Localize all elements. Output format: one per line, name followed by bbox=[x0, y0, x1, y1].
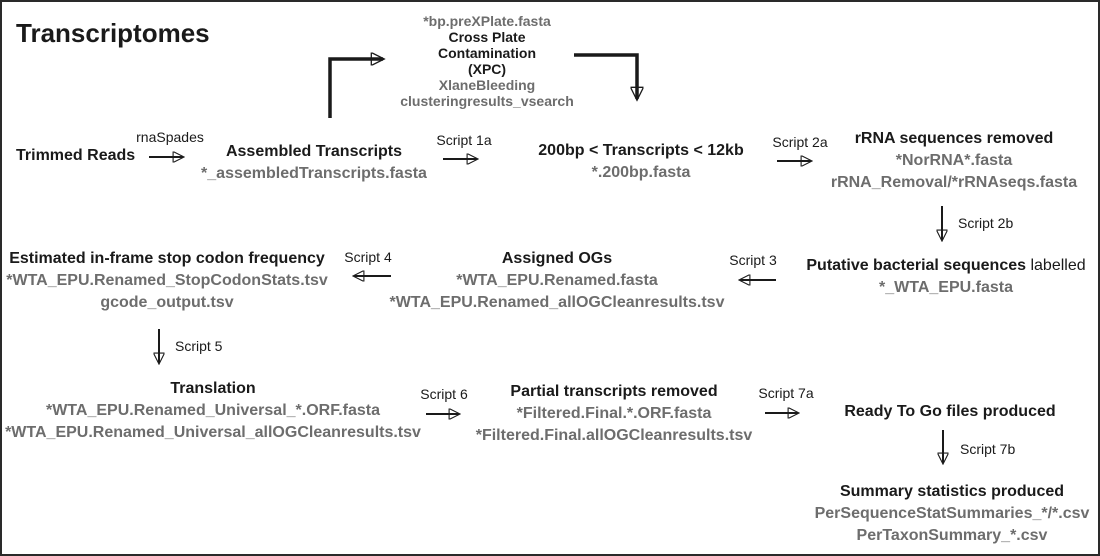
node-title: Estimated in-frame stop codon frequency bbox=[9, 250, 325, 267]
node-title: Cross Plate bbox=[448, 29, 526, 45]
node-title: rRNA sequences removed bbox=[854, 130, 1054, 147]
arrow-xpc-to-size-filter bbox=[574, 53, 637, 99]
file-name: XlaneBleeding bbox=[438, 77, 536, 93]
edge-label-script-3: Script 3 bbox=[729, 252, 777, 268]
node-assembled-transcripts: Assembled Transcripts *_assembledTranscr… bbox=[201, 141, 427, 185]
node-title: Putative bacterial sequences labelled bbox=[806, 257, 1086, 274]
file-name: *Filtered.Final.*.ORF.fasta bbox=[516, 405, 712, 422]
node-ready-to-go: Ready To Go files produced bbox=[844, 401, 1055, 423]
file-name: rRNA_Removal/*rRNAseqs.fasta bbox=[830, 174, 1078, 191]
node-title: Assembled Transcripts bbox=[225, 143, 403, 160]
edge-label-script-7a: Script 7a bbox=[758, 385, 814, 401]
file-name: clusteringresults_vsearch bbox=[400, 93, 574, 109]
edge-label-script-6: Script 6 bbox=[420, 386, 468, 402]
file-name: *WTA_EPU.Renamed_StopCodonStats.tsv bbox=[6, 272, 328, 289]
node-summary-statistics: Summary statistics produced PerSequenceS… bbox=[815, 481, 1090, 547]
file-name: PerSequenceStatSummaries_*/*.csv bbox=[814, 505, 1090, 522]
file-name: PerTaxonSummary_*.csv bbox=[856, 527, 1048, 544]
file-name: *WTA_EPU.Renamed_Universal_allOGCleanres… bbox=[5, 424, 421, 441]
node-size-filtered: 200bp < Transcripts < 12kb *.200bp.fasta bbox=[538, 140, 743, 184]
edge-label-script-2a: Script 2a bbox=[772, 134, 828, 150]
file-name: *_assembledTranscripts.fasta bbox=[201, 165, 427, 182]
file-name: gcode_output.tsv bbox=[100, 294, 234, 311]
node-title: Ready To Go files produced bbox=[844, 403, 1056, 420]
edge-label-script-1a: Script 1a bbox=[436, 132, 492, 148]
node-bacterial-labelled: Putative bacterial sequences labelled *_… bbox=[806, 255, 1085, 299]
edge-label-script-2b: Script 2b bbox=[958, 215, 1014, 231]
edge-label-script-5: Script 5 bbox=[175, 338, 223, 354]
node-title: (XPC) bbox=[467, 61, 507, 77]
file-name: *.200bp.fasta bbox=[591, 164, 691, 181]
node-title: Contamination bbox=[438, 45, 536, 61]
file-name: *bp.preXPlate.fasta bbox=[423, 13, 551, 29]
file-name: *NorRNA*.fasta bbox=[895, 152, 1013, 169]
edge-label-script-7b: Script 7b bbox=[960, 441, 1016, 457]
node-title: Assigned OGs bbox=[501, 250, 613, 267]
node-assigned-ogs: Assigned OGs *WTA_EPU.Renamed.fasta *WTA… bbox=[390, 248, 725, 314]
node-cross-plate-contamination: *bp.preXPlate.fasta Cross Plate Contamin… bbox=[400, 13, 574, 109]
node-translation: Translation *WTA_EPU.Renamed_Universal_*… bbox=[5, 378, 421, 444]
page-title: Transcriptomes bbox=[16, 18, 210, 48]
arrow-assembled-to-xpc bbox=[328, 59, 383, 118]
file-name: *WTA_EPU.Renamed_Universal_*.ORF.fasta bbox=[45, 402, 381, 419]
node-title: 200bp < Transcripts < 12kb bbox=[538, 142, 744, 159]
file-name: *WTA_EPU.Renamed.fasta bbox=[456, 272, 658, 289]
node-partial-removed: Partial transcripts removed *Filtered.Fi… bbox=[476, 381, 753, 447]
node-title: Partial transcripts removed bbox=[510, 383, 718, 400]
edge-label-rnaspades: rnaSpades bbox=[136, 129, 204, 145]
file-name: *_WTA_EPU.fasta bbox=[879, 279, 1013, 296]
node-trimmed-reads: Trimmed Reads bbox=[16, 145, 135, 167]
edge-label-script-4: Script 4 bbox=[344, 249, 392, 265]
node-rrna-removed: rRNA sequences removed *NorRNA*.fasta rR… bbox=[831, 128, 1077, 194]
node-title: Summary statistics produced bbox=[839, 483, 1065, 500]
node-stop-codon-frequency: Estimated in-frame stop codon frequency … bbox=[6, 248, 328, 314]
node-title: Translation bbox=[170, 380, 256, 397]
file-name: *Filtered.Final.allOGCleanresults.tsv bbox=[475, 427, 753, 444]
node-title: Trimmed Reads bbox=[16, 147, 136, 164]
file-name: *WTA_EPU.Renamed_allOGCleanresults.tsv bbox=[389, 294, 725, 311]
